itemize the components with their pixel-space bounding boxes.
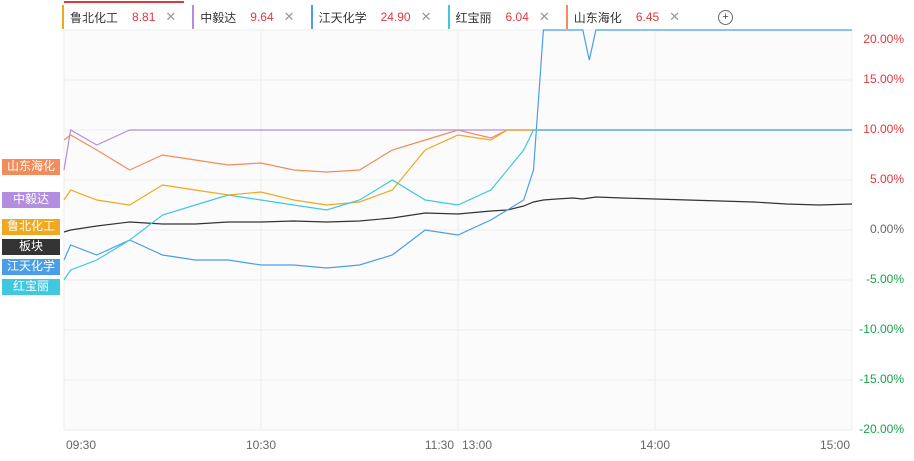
series-tag: [2, 159, 60, 175]
x-tick-label: 14:00: [640, 438, 670, 452]
tab-price: 8.81: [132, 10, 156, 24]
x-tick-label: 10:30: [246, 438, 276, 452]
series-tag-label: 红宝丽: [13, 278, 49, 293]
stock-tab[interactable]: 鲁北化工 8.81 ✕: [62, 1, 185, 29]
tab-price: 9.64: [250, 10, 274, 24]
series-tag: [2, 192, 60, 208]
stock-tab[interactable]: 山东海化 6.45 ✕: [565, 5, 689, 29]
y-tick-label: 15.00%: [863, 72, 904, 86]
series-tag-label: 鲁北化工: [7, 219, 55, 233]
x-tick-label: 09:30: [66, 438, 96, 452]
tab-price: 6.04: [505, 10, 529, 24]
close-icon[interactable]: ✕: [420, 9, 432, 24]
tab-name: 中毅达: [200, 10, 237, 25]
series-line: [63, 129, 852, 281]
stock-tab[interactable]: 江天化学 24.90 ✕: [310, 5, 440, 29]
series-tag-label: 中毅达: [13, 191, 49, 206]
tab-name: 江天化学: [318, 10, 367, 25]
tab-price: 24.90: [380, 10, 411, 24]
stock-tab[interactable]: 红宝丽 6.04 ✕: [447, 5, 558, 29]
x-tick-label: 15:00: [820, 438, 850, 452]
x-tick-label: 13:00: [462, 438, 492, 452]
series-tag-label: 山东海化: [7, 158, 55, 173]
series-tag: [2, 219, 60, 235]
stock-tab[interactable]: 中毅达 9.64 ✕: [192, 5, 303, 29]
tab-name: 红宝丽: [455, 10, 492, 25]
y-tick-label: -10.00%: [859, 322, 904, 336]
close-icon[interactable]: ✕: [669, 9, 681, 24]
y-tick-label: -15.00%: [859, 372, 904, 386]
y-tick-label: -5.00%: [866, 272, 904, 286]
stock-tabs: 鲁北化工 8.81 ✕ 中毅达 9.64 ✕ 江天化学 24.90 ✕ 红宝丽 6.04 ✕ 山东海化 6…: [62, 1, 734, 30]
series-tag-label: 板块: [19, 239, 43, 253]
series-line: [63, 196, 853, 233]
close-icon[interactable]: ✕: [538, 9, 550, 24]
series-tag: [2, 259, 60, 275]
series-tag-label: 江天化学: [7, 258, 55, 273]
tab-name: 山东海化: [573, 10, 622, 25]
close-icon[interactable]: ✕: [165, 9, 177, 24]
tab-name: 鲁北化工: [70, 10, 119, 25]
y-tick-label: 0.00%: [870, 222, 904, 236]
y-tick-label: 10.00%: [863, 122, 904, 136]
series-tag: [2, 239, 60, 255]
y-tick-label: -20.00%: [859, 422, 904, 436]
close-icon[interactable]: ✕: [283, 9, 295, 24]
tab-price: 6.45: [635, 10, 660, 24]
add-button[interactable]: +: [718, 9, 734, 25]
series-tag: [2, 279, 60, 295]
series-line: [63, 29, 852, 269]
y-tick-label: 20.00%: [863, 32, 904, 46]
x-tick-label: 11:30: [425, 438, 454, 452]
y-tick-label: 5.00%: [870, 172, 904, 186]
